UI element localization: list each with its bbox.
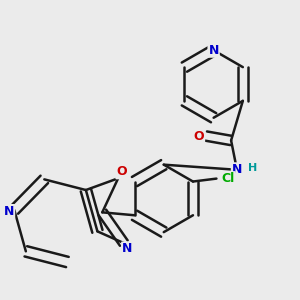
Text: O: O — [116, 165, 127, 178]
Text: N: N — [122, 242, 133, 256]
Text: O: O — [194, 130, 204, 142]
Text: Cl: Cl — [221, 172, 235, 185]
Text: H: H — [248, 163, 258, 173]
Text: N: N — [232, 163, 242, 176]
Text: N: N — [208, 44, 219, 57]
Text: N: N — [4, 205, 14, 218]
